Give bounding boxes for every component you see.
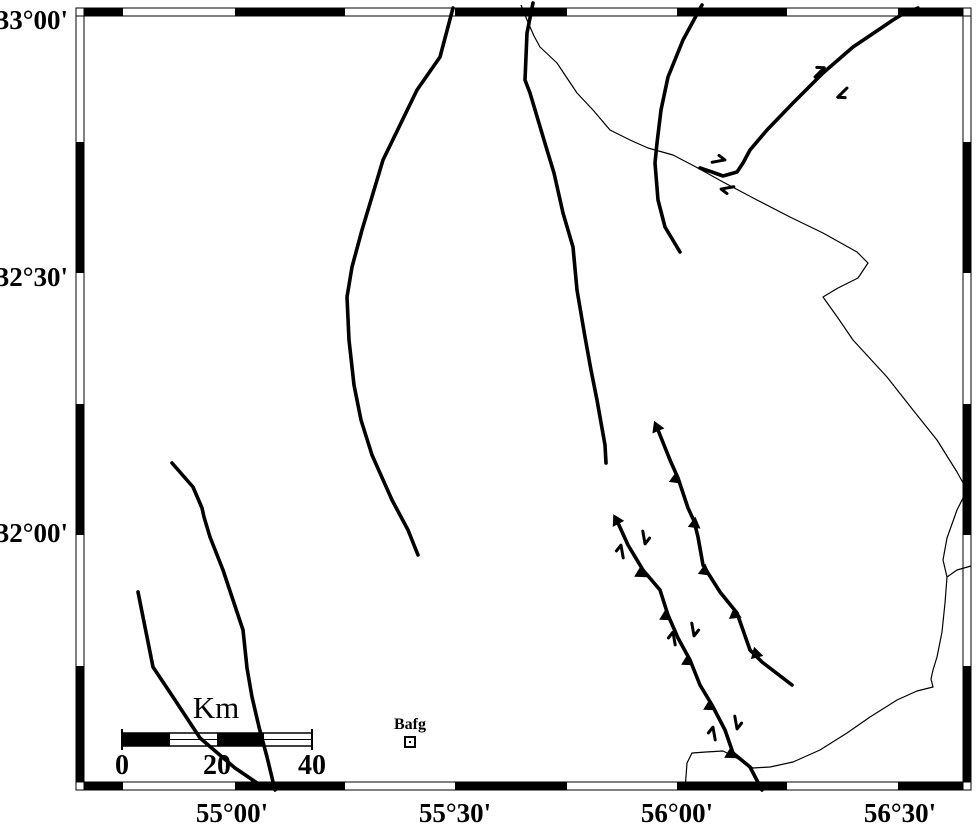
slip-arrow-icon — [836, 86, 849, 100]
thrust-tooth-icon — [668, 471, 682, 484]
fault-southwest-a — [170, 461, 277, 792]
thrust-southeast — [616, 521, 764, 792]
scale-bar-black-segment — [217, 733, 264, 746]
border-tick-left — [76, 404, 84, 535]
border-tick-right — [963, 142, 971, 273]
thrust-tooth-icon — [750, 646, 764, 660]
border-tick-left — [76, 142, 84, 273]
border-tick-top — [84, 8, 123, 16]
thrust-tooth-icon — [724, 746, 737, 759]
frame-inner-line — [83, 15, 964, 783]
slip-arrow-icon — [690, 621, 701, 638]
frame-outer-line — [75, 7, 972, 791]
thrust-tooth-icon — [681, 653, 694, 666]
thrust-faults — [612, 420, 794, 792]
border-tick-bottom — [898, 782, 963, 790]
border-tick-right — [963, 666, 971, 782]
map-frame-border — [75, 7, 972, 791]
border-tick-bottom — [677, 782, 787, 790]
frame-corner-square — [75, 781, 85, 791]
place-label: Bafg — [394, 716, 426, 733]
frame-corner-square — [962, 7, 972, 17]
slip-arrow-icon — [641, 529, 652, 546]
thrust-tooth-icon — [687, 516, 701, 529]
slip-arrow-icon — [733, 714, 744, 731]
scale-tick-20: 20 — [203, 750, 231, 781]
border-tick-top — [677, 8, 787, 16]
border-tick-top — [455, 8, 567, 16]
slip-arrow-icon — [813, 65, 826, 79]
scale-bar-black-segment — [122, 733, 170, 746]
frame-corner-square — [962, 781, 972, 791]
latitude-labels: 33°00' 32°30' 32°00' — [0, 5, 68, 548]
fault-lines — [136, 1, 920, 792]
scale-tick-0: 0 — [115, 750, 129, 781]
scale-bar — [121, 729, 313, 750]
slip-arrow-icon — [710, 153, 727, 164]
border-tick-bottom — [455, 782, 567, 790]
fault-north-curved — [653, 3, 704, 254]
slip-arrow-icon — [614, 543, 625, 560]
fault-southwest-b — [136, 590, 265, 789]
lat-label-32-30: 32°30' — [0, 262, 68, 292]
fault-northeast-diagonal — [698, 6, 920, 178]
lon-label-55-30: 55°30' — [419, 798, 491, 828]
lon-label-56-00: 56°00' — [641, 798, 713, 828]
border-tick-top — [898, 8, 963, 16]
scale-unit-label: Km — [193, 690, 240, 725]
border-tick-top — [235, 8, 345, 16]
frame-corner-square — [75, 7, 85, 17]
thrust-tooth-icon — [697, 563, 711, 576]
thrust-tooth-icon — [612, 514, 625, 527]
longitude-labels: 55°00' 55°30' 56°00' 56°30' — [196, 798, 936, 828]
lon-label-56-30: 56°30' — [864, 798, 936, 828]
place-bafg: Bafg — [394, 716, 426, 748]
river-lines — [520, 4, 972, 791]
lat-label-33-00: 33°00' — [0, 5, 68, 35]
thrust-tooth-icon — [703, 698, 716, 711]
scale-tick-40: 40 — [298, 750, 326, 781]
lat-label-32-00: 32°00' — [0, 518, 68, 548]
town-square-marker — [404, 736, 416, 748]
thrust-tooth-icon — [634, 565, 647, 578]
thrust-tooth-icon — [659, 608, 672, 621]
border-tick-right — [963, 404, 971, 535]
lon-label-55-00: 55°00' — [196, 798, 268, 828]
thrust-tooth-icon — [652, 420, 665, 434]
town-marker-dot — [409, 741, 411, 743]
fault-west-long — [345, 6, 455, 557]
border-tick-left — [76, 666, 84, 782]
thrust-tooth-icon — [728, 607, 742, 619]
river-main — [520, 4, 968, 791]
slip-arrow-icon — [719, 185, 736, 196]
strike-slip-arrows — [614, 65, 849, 742]
thrust-east — [656, 428, 794, 687]
slip-arrow-icon — [706, 725, 717, 742]
river-branch — [946, 565, 972, 578]
scale-bar-labels: Km 0 20 40 — [115, 690, 326, 781]
border-tick-bottom — [235, 782, 345, 790]
fault-center-long — [523, 1, 608, 465]
slip-arrow-icon — [666, 630, 677, 647]
border-tick-bottom — [84, 782, 123, 790]
